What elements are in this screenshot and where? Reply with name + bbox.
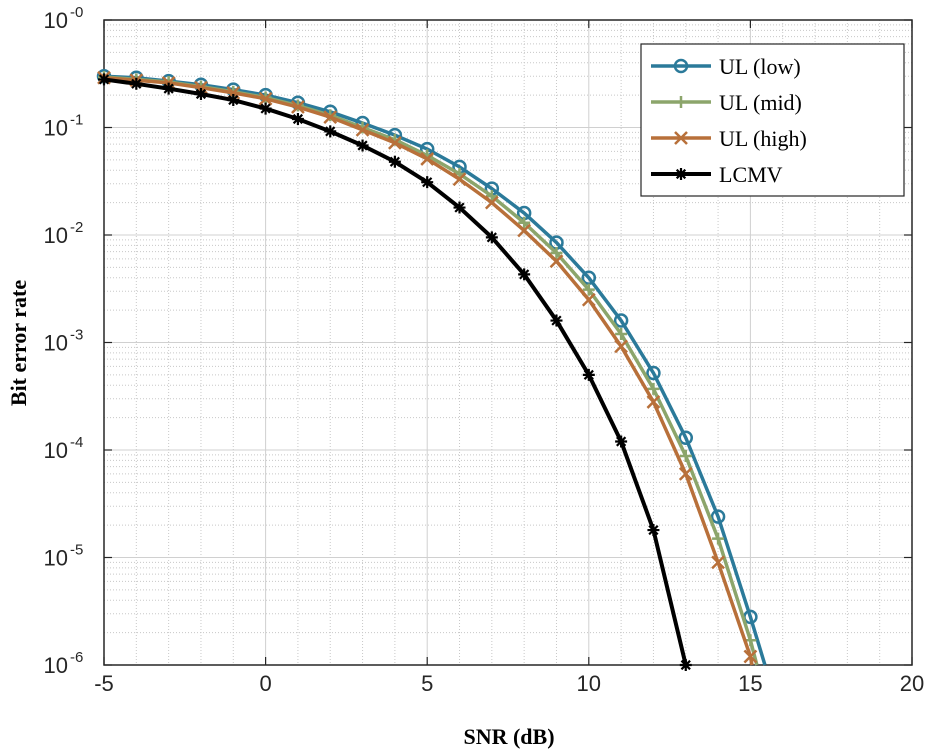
x-tick-label: 20 (900, 671, 924, 696)
data-point (613, 313, 629, 328)
y-tick-base: 10 (44, 116, 68, 141)
data-point (355, 123, 370, 137)
data-point (615, 435, 628, 448)
y-tick-base: 10 (44, 223, 68, 248)
x-tick-label: 15 (738, 671, 762, 696)
data-point (517, 223, 532, 238)
data-point (421, 176, 434, 189)
data-point (743, 649, 758, 664)
data-point (646, 395, 661, 409)
legend-item: UL (mid) (651, 90, 802, 115)
legend-item: UL (high) (651, 126, 807, 151)
legend-label: UL (high) (719, 126, 807, 151)
series-line (103, 76, 754, 666)
x-axis-label: SNR (dB) (463, 724, 554, 749)
data-point (388, 155, 401, 168)
data-point (387, 135, 402, 150)
data-point (291, 112, 304, 125)
y-tick-label: 10 (44, 116, 68, 141)
data-point (614, 339, 629, 354)
data-point (675, 168, 687, 180)
data-point (646, 365, 661, 381)
legend: UL (low) UL (mid) UL (high) LCMV (640, 43, 905, 197)
legend-item: UL (low) (651, 54, 801, 79)
legend-item: LCMV (651, 162, 783, 187)
x-tick-label: 5 (421, 671, 433, 696)
x-tick-label: 10 (577, 671, 601, 696)
data-point (615, 327, 628, 340)
y-tick-base: 10 (44, 546, 68, 571)
y-tick-exponent: -0 (70, 4, 83, 21)
data-point (485, 231, 498, 244)
data-point (674, 131, 688, 145)
y-tick-exponent: -2 (70, 219, 83, 236)
series-group (96, 68, 767, 671)
data-point (452, 172, 467, 187)
data-point (582, 283, 595, 296)
y-tick-exponent: -4 (70, 434, 83, 451)
data-point (291, 100, 305, 114)
data-point (323, 110, 338, 124)
y-tick-exponent: -3 (70, 327, 83, 344)
y-tick-base: 10 (44, 653, 68, 678)
data-point (647, 524, 660, 537)
data-point (678, 430, 694, 446)
series-lcmv (98, 73, 692, 671)
data-point (675, 96, 687, 108)
data-point (673, 58, 689, 74)
data-point (356, 139, 369, 152)
legend-label: LCMV (719, 162, 783, 187)
x-tick-label: 0 (259, 671, 271, 696)
y-tick-exponent: -5 (70, 542, 83, 559)
data-point (550, 247, 563, 260)
data-point (679, 449, 692, 462)
y-tick-label: 10 (44, 546, 68, 571)
y-tick-label: 10 (44, 223, 68, 248)
data-point (324, 125, 337, 138)
data-point (194, 87, 207, 100)
series-line (103, 74, 767, 666)
data-point (420, 152, 435, 166)
data-point (679, 659, 692, 671)
y-tick-label: 10 (44, 653, 68, 678)
data-point (484, 195, 499, 210)
data-point (550, 314, 563, 327)
y-tick-label: 10 (44, 331, 68, 356)
data-point (162, 82, 175, 95)
legend-label: UL (mid) (719, 90, 802, 115)
x-tick-label: -5 (94, 671, 114, 696)
data-point (130, 77, 143, 90)
y-tick-base: 10 (44, 331, 68, 356)
data-point (582, 368, 595, 381)
data-point (711, 555, 725, 570)
y-tick-exponent: -1 (70, 112, 83, 129)
data-point (647, 382, 660, 395)
data-point (453, 201, 466, 214)
data-point (678, 466, 693, 481)
y-tick-base: 10 (44, 8, 68, 33)
data-point (485, 190, 498, 203)
series-ul-high (97, 70, 758, 666)
data-point (258, 91, 273, 106)
y-tick-base: 10 (44, 438, 68, 463)
data-point (98, 73, 110, 86)
data-point (581, 292, 596, 307)
data-point (549, 254, 564, 269)
y-tick-label: 10 (44, 8, 68, 33)
y-tick-exponent: -6 (70, 649, 83, 666)
y-tick-label: 10 (44, 438, 68, 463)
data-point (227, 94, 240, 107)
data-point (710, 509, 726, 524)
data-point (712, 532, 725, 545)
legend-label: UL (low) (719, 54, 801, 79)
y-axis-label: Bit error rate (6, 280, 31, 406)
data-point (518, 268, 531, 281)
data-point (518, 216, 531, 229)
data-point (259, 102, 272, 115)
